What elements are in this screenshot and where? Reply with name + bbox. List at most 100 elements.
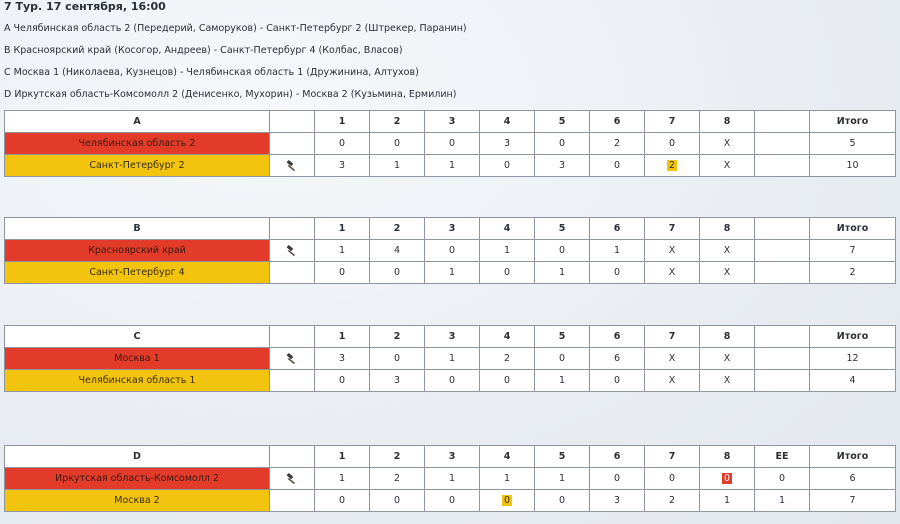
end-score: 0 (589, 369, 645, 392)
end-score: 0 (534, 347, 590, 370)
end-header: 2 (369, 110, 425, 133)
highlighted-score: 0 (501, 495, 513, 506)
total-score: 7 (809, 489, 896, 512)
end-header: 6 (589, 445, 645, 468)
team-name: Москва 1 (4, 347, 270, 370)
end-header: 3 (424, 110, 480, 133)
total-header: Итого (809, 217, 896, 240)
total-score: 4 (809, 369, 896, 392)
end-header: 4 (479, 110, 535, 133)
end-score: 1 (754, 489, 810, 512)
round-title: 7 Тур. 17 сентября, 16:00 (4, 0, 166, 13)
end-header (754, 217, 810, 240)
end-header: 1 (314, 445, 370, 468)
end-header: 2 (369, 217, 425, 240)
end-score: 1 (369, 154, 425, 177)
end-header: 3 (424, 445, 480, 468)
end-score: 1 (589, 239, 645, 262)
end-header: 6 (589, 110, 645, 133)
total-header: Итого (809, 445, 896, 468)
total-score: 6 (809, 467, 896, 490)
end-score: 0 (534, 239, 590, 262)
end-score: X (699, 132, 755, 155)
team-row: Красноярский край 1 4 0 1 0 1 X X 7 (4, 239, 896, 262)
end-header (754, 325, 810, 348)
end-score: 1 (424, 347, 480, 370)
end-score: 0 (314, 261, 370, 284)
hammer-cell (269, 132, 315, 155)
hammer-cell (269, 369, 315, 392)
scoreboard-c: C 1 2 3 4 5 6 7 8 Итого Москва 1 3 0 1 2 0 6 X X 12 Челябинс… (4, 325, 896, 392)
end-score (754, 369, 810, 392)
end-header: 4 (479, 445, 535, 468)
end-header: 5 (534, 325, 590, 348)
team-name: Санкт-Петербург 4 (4, 261, 270, 284)
extra-end-header: EE (754, 445, 810, 468)
end-score: 1 (314, 467, 370, 490)
team-name: Иркутская область-Комсомолл 2 (4, 467, 270, 490)
end-header: 6 (589, 325, 645, 348)
end-score: X (699, 347, 755, 370)
end-score: 1 (314, 239, 370, 262)
end-score: 0 (314, 369, 370, 392)
match-line-c: C Москва 1 (Николаева, Кузнецов) - Челяб… (4, 67, 419, 78)
hammer-cell (269, 467, 315, 490)
end-score: 1 (699, 489, 755, 512)
hammer-col-header (269, 445, 315, 468)
round-header: 7 Тур. 17 сентября, 16:00 A Челябинская … (4, 0, 896, 106)
end-header: 1 (314, 110, 370, 133)
end-score: 0 (534, 489, 590, 512)
end-score: 0 (424, 369, 480, 392)
header-row: C 1 2 3 4 5 6 7 8 Итого (4, 325, 896, 348)
scoreboard-b: B 1 2 3 4 5 6 7 8 Итого Красноярский край 1 4 0 1 0 1 X X 7… (4, 217, 896, 284)
header-row: A 1 2 3 4 5 6 7 8 Итого (4, 110, 896, 133)
end-score: 0 (369, 489, 425, 512)
team-name: Санкт-Петербург 2 (4, 154, 270, 177)
match-line-d: D Иркутская область-Комсомолл 2 (Денисен… (4, 89, 457, 100)
end-score: 3 (589, 489, 645, 512)
end-header: 7 (644, 217, 700, 240)
end-score: 6 (589, 347, 645, 370)
total-header: Итого (809, 110, 896, 133)
end-header: 2 (369, 325, 425, 348)
end-score: 0 (589, 467, 645, 490)
end-score: X (644, 239, 700, 262)
end-score: 2 (644, 154, 700, 177)
end-score: 0 (424, 239, 480, 262)
team-name: Красноярский край (4, 239, 270, 262)
end-score: 3 (314, 347, 370, 370)
end-score: X (644, 261, 700, 284)
end-score: X (699, 369, 755, 392)
end-score: 0 (479, 154, 535, 177)
total-score: 7 (809, 239, 896, 262)
end-score: 0 (644, 132, 700, 155)
end-score (754, 347, 810, 370)
end-header: 3 (424, 325, 480, 348)
total-score: 2 (809, 261, 896, 284)
end-header: 5 (534, 217, 590, 240)
end-score: 1 (534, 261, 590, 284)
scoreboard-d: D 1 2 3 4 5 6 7 8 EE Итого Иркутская область-Комсом… (4, 445, 896, 512)
hammer-col-header (269, 325, 315, 348)
end-score: X (644, 347, 700, 370)
team-row: Санкт-Петербург 2 3 1 1 0 3 0 2 X 10 (4, 154, 896, 177)
end-score: 0 (424, 489, 480, 512)
end-score: 0 (424, 132, 480, 155)
end-header: 3 (424, 217, 480, 240)
end-score: 1 (534, 467, 590, 490)
total-header: Итого (809, 325, 896, 348)
end-header: 5 (534, 445, 590, 468)
end-header: 4 (479, 325, 535, 348)
end-header: 8 (699, 325, 755, 348)
end-score: 3 (534, 154, 590, 177)
end-score: 0 (369, 347, 425, 370)
total-score: 10 (809, 154, 896, 177)
end-header: 4 (479, 217, 535, 240)
end-score: X (699, 154, 755, 177)
end-score: 0 (754, 467, 810, 490)
